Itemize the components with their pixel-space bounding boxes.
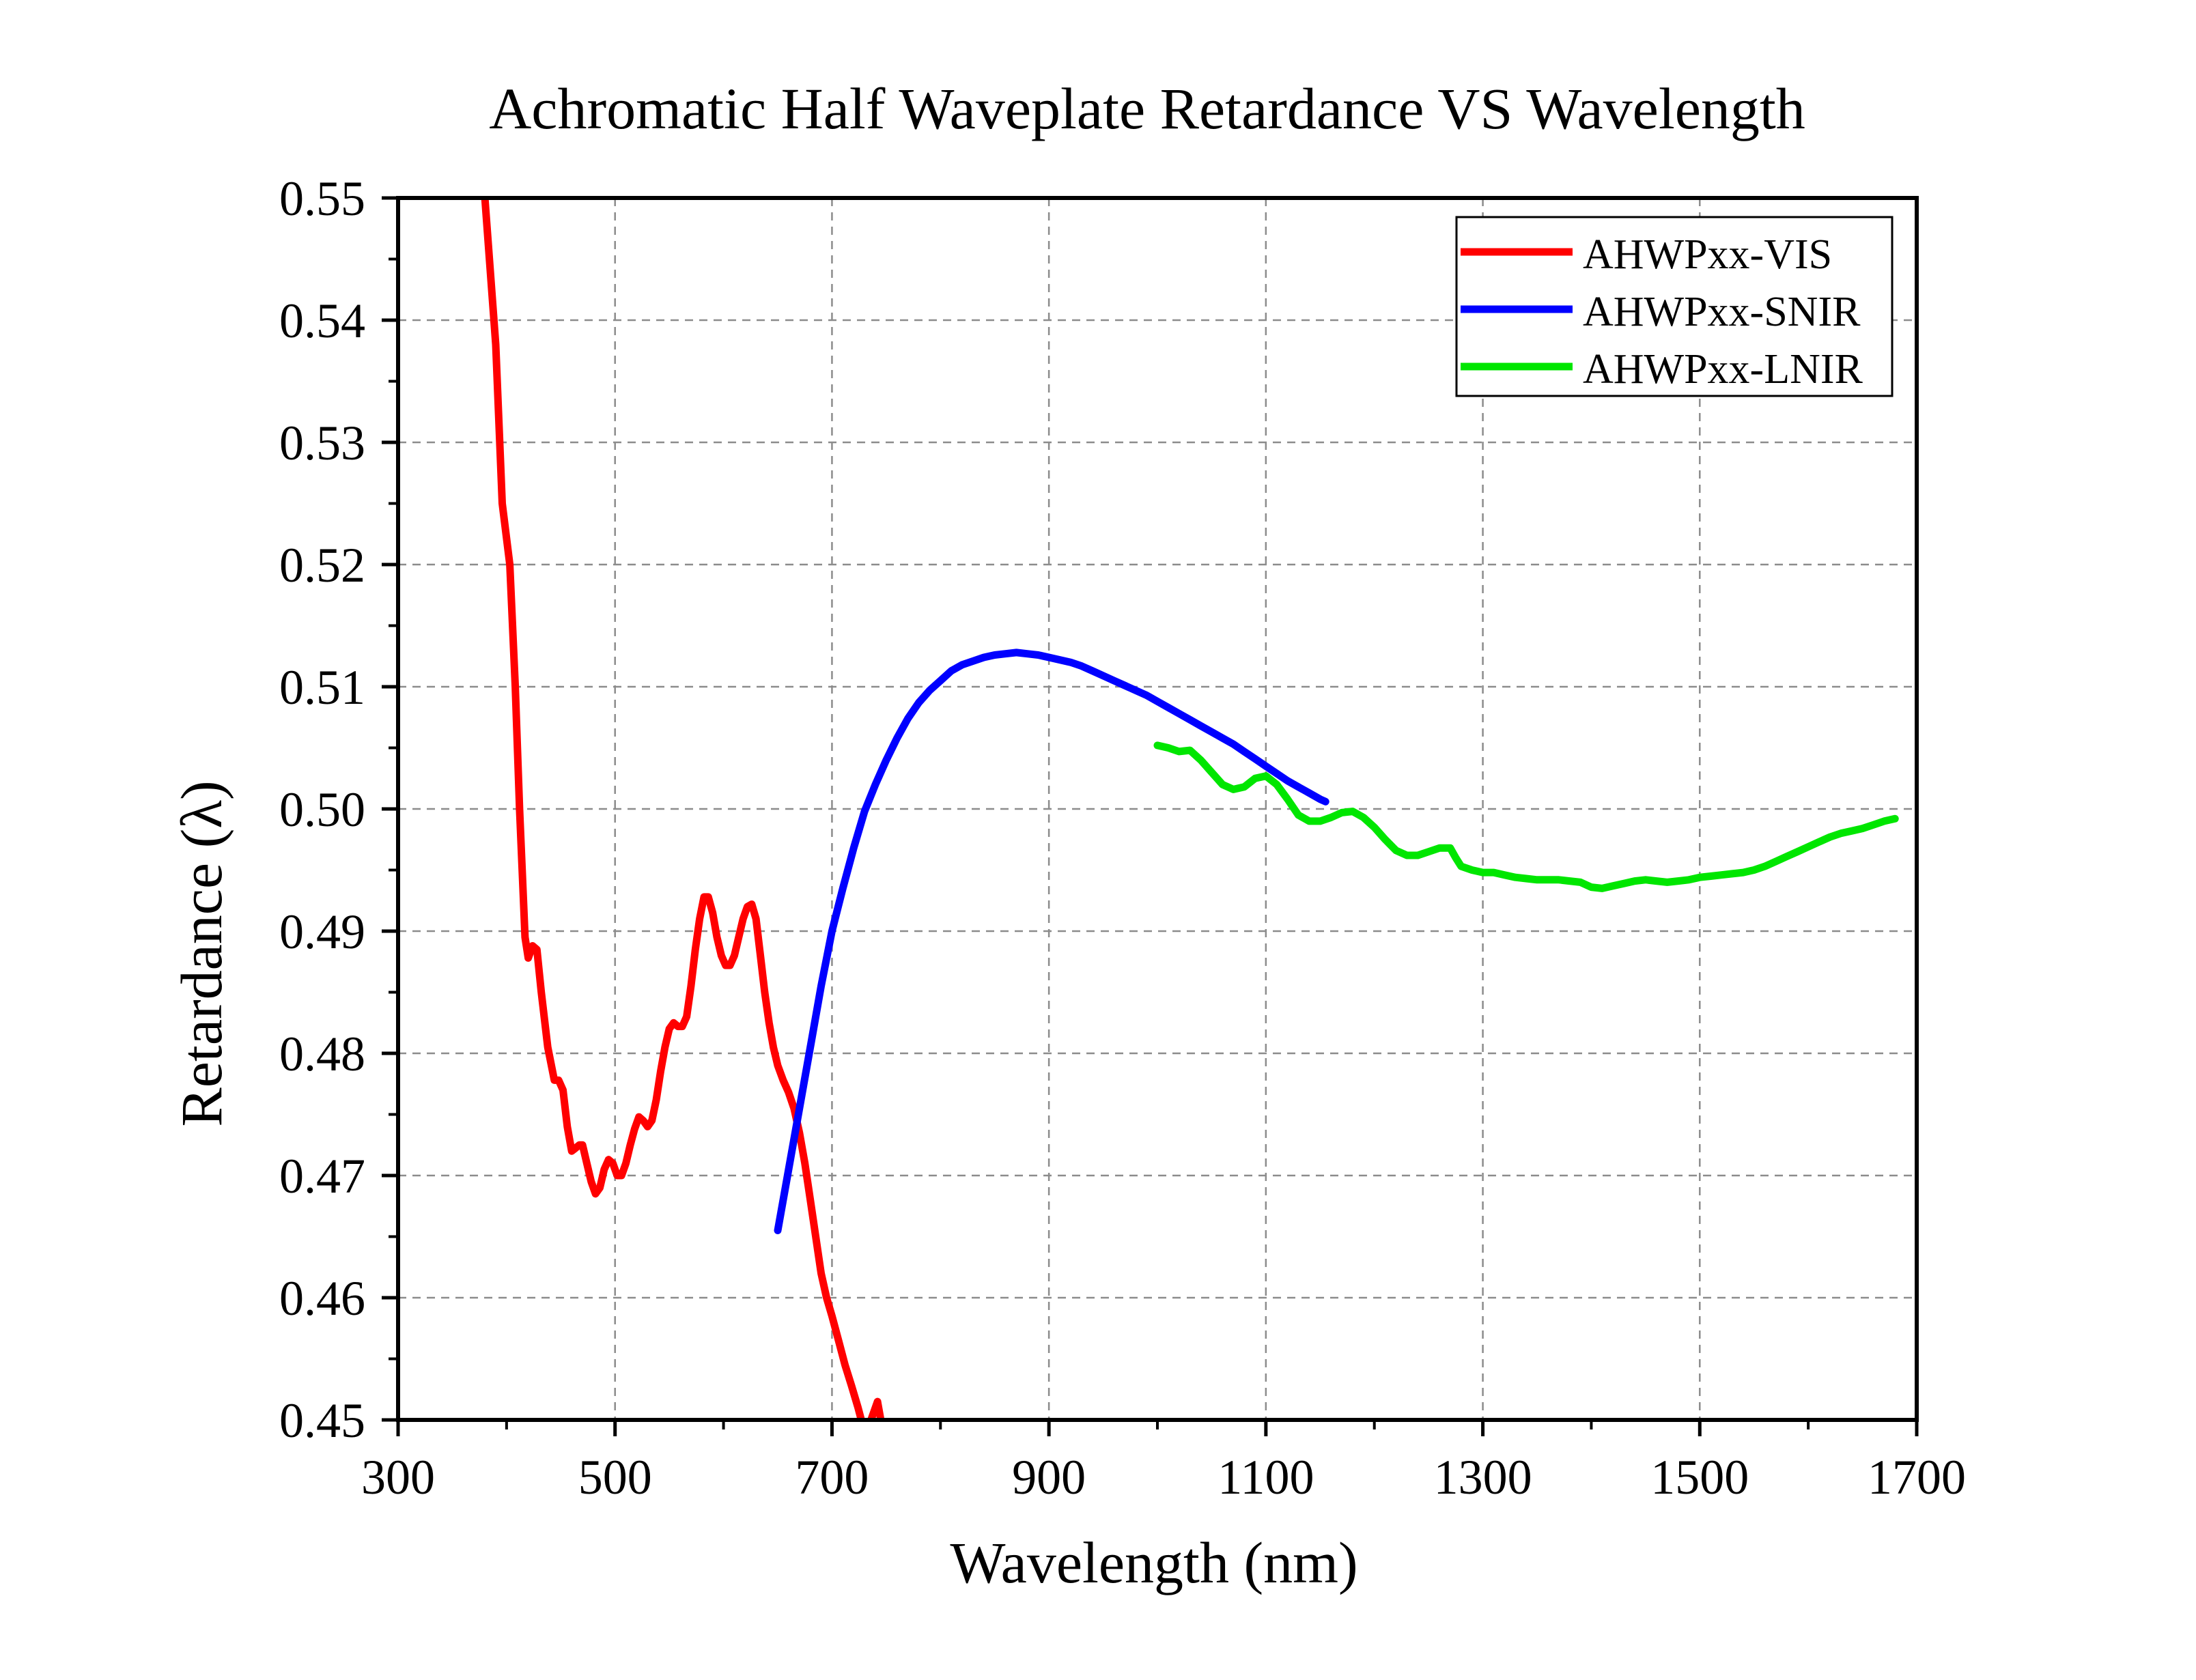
y-axis-label: Retardance (λ) (169, 780, 234, 1126)
y-tick-label: 0.55 (279, 171, 365, 226)
y-tick-label: 0.52 (279, 538, 365, 593)
legend-label: AHWPxx-LNIR (1583, 346, 1863, 393)
x-tick-label: 700 (795, 1450, 869, 1505)
x-tick-label: 500 (578, 1450, 652, 1505)
y-tick-label: 0.51 (279, 660, 365, 715)
series-line-ahwpxx-vis (481, 198, 885, 1420)
series-lines (481, 198, 1899, 1420)
y-tick-label: 0.48 (279, 1027, 365, 1081)
y-tick-label: 0.47 (279, 1149, 365, 1204)
legend-label: AHWPxx-VIS (1583, 231, 1832, 278)
series-line-ahwpxx-lnir (1153, 741, 1899, 892)
axes: 300 500 700 900 1100 1300 1500 1700 0.45 0.46 0.47… (279, 171, 1966, 1505)
x-tick-label: 1100 (1217, 1450, 1314, 1505)
legend: AHWPxx-VIS AHWPxx-SNIR AHWPxx-LNIR (1455, 216, 1894, 397)
chart-title: Achromatic Half Waveplate Retardance VS … (489, 76, 1805, 141)
x-tick-label: 900 (1012, 1450, 1086, 1505)
y-tick-label: 0.49 (279, 905, 365, 959)
y-tick-label: 0.46 (279, 1271, 365, 1326)
y-tick-label: 0.45 (279, 1393, 365, 1448)
x-tick-label: 1500 (1650, 1450, 1749, 1505)
x-tick-label: 1300 (1434, 1450, 1532, 1505)
y-tick-label: 0.53 (279, 416, 365, 470)
y-tick-label: 0.54 (279, 294, 365, 348)
x-tick-label: 300 (361, 1450, 435, 1505)
series-line-ahwpxx-snir (774, 649, 1329, 1234)
legend-label: AHWPxx-SNIR (1583, 289, 1861, 335)
y-tick-label: 0.50 (279, 782, 365, 837)
x-tick-label: 1700 (1868, 1450, 1966, 1505)
x-axis-label: Wavelength (nm) (950, 1530, 1357, 1595)
